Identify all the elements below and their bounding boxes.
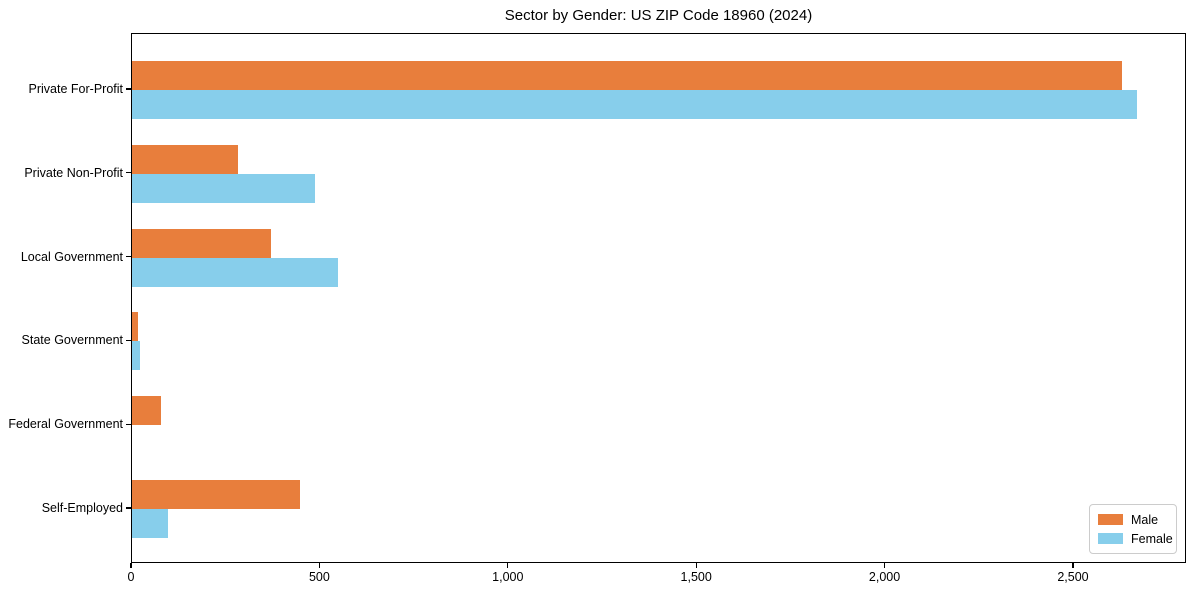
- bar-female-private-non-profit: [132, 173, 316, 203]
- y-tick-label-self-employed: Self-Employed: [41, 501, 123, 515]
- bar-female-state-government: [132, 341, 140, 371]
- y-tick-mark: [126, 172, 131, 174]
- y-tick-mark: [126, 256, 131, 258]
- legend-label-female: Female: [1131, 531, 1173, 546]
- x-tick-label-500: 500: [308, 570, 330, 584]
- y-tick-mark: [126, 507, 131, 509]
- x-tick-label-2-000: 2,000: [868, 570, 901, 584]
- y-tick-mark: [126, 88, 131, 90]
- legend-entry-female: Female: [1098, 529, 1173, 548]
- x-tick-label-1-500: 1,500: [680, 570, 712, 584]
- x-tick-mark: [507, 563, 509, 568]
- y-tick-label-local-government: Local Government: [20, 249, 123, 264]
- legend-swatch-male: [1098, 514, 1123, 525]
- x-tick-mark: [883, 563, 886, 568]
- x-tick-label-1-000: 1,000: [492, 570, 524, 584]
- bar-female-self-employed: [132, 509, 168, 538]
- bar-male-private-for-profit: [132, 61, 1123, 90]
- legend-label-male: Male: [1131, 512, 1159, 527]
- bar-female-local-government: [132, 257, 339, 287]
- legend-entry-male: Male: [1098, 510, 1168, 529]
- bar-male-state-government: [132, 312, 138, 342]
- x-tick-label-0: 0: [127, 570, 135, 584]
- y-tick-label-private-non-profit: Private Non-Profit: [24, 165, 123, 180]
- bar-male-federal-government: [132, 396, 161, 426]
- legend-swatch-female: [1098, 533, 1123, 544]
- bar-male-self-employed: [132, 480, 301, 509]
- bar-male-private-non-profit: [132, 144, 239, 174]
- x-tick-mark: [695, 563, 697, 568]
- y-tick-label-federal-government: Federal Government: [8, 417, 123, 432]
- y-tick-label-private-for-profit: Private For-Profit: [28, 82, 123, 96]
- x-tick-mark: [130, 563, 132, 568]
- bar-female-private-for-profit: [132, 90, 1137, 119]
- chart-title: Sector by Gender: US ZIP Code 18960 (202…: [504, 7, 813, 24]
- plot-area: [131, 33, 1186, 563]
- legend: Male Female: [1089, 504, 1177, 554]
- y-tick-mark: [126, 423, 131, 425]
- y-tick-mark: [126, 339, 131, 341]
- y-tick-label-state-government: State Government: [21, 333, 123, 348]
- bar-male-local-government: [132, 228, 272, 258]
- x-tick-label-2-500: 2,500: [1057, 570, 1089, 584]
- x-tick-mark: [318, 563, 320, 568]
- x-tick-mark: [1072, 563, 1074, 568]
